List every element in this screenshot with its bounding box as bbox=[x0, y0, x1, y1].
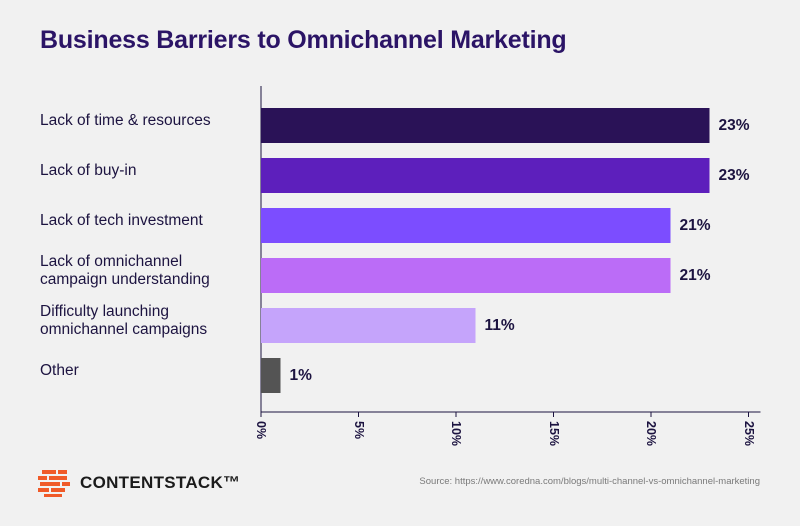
x-tick-label: 10% bbox=[449, 421, 463, 447]
bar bbox=[261, 358, 281, 393]
value-label: 21% bbox=[679, 216, 711, 234]
source-citation: Source: https://www.coredna.com/blogs/mu… bbox=[419, 476, 760, 487]
bar bbox=[261, 308, 476, 343]
value-label: 23% bbox=[718, 166, 750, 184]
x-tick-label: 20% bbox=[644, 421, 658, 447]
value-label: 1% bbox=[289, 366, 312, 384]
category-label: Lack of tech investment bbox=[40, 211, 203, 229]
logo-text: CONTENTSTACK™ bbox=[80, 473, 241, 492]
x-tick-label: 5% bbox=[351, 421, 366, 440]
chart-title: Business Barriers to Omnichannel Marketi… bbox=[40, 26, 567, 54]
value-label: 23% bbox=[718, 116, 750, 134]
bar bbox=[261, 108, 710, 143]
x-tick-label: 15% bbox=[546, 421, 561, 447]
x-tick-label: 25% bbox=[741, 421, 756, 447]
value-label: 11% bbox=[484, 316, 515, 334]
category-label: Other bbox=[40, 361, 79, 379]
category-label: Difficulty launching omnichannel campaig… bbox=[40, 302, 208, 338]
category-label: Lack of time & resources bbox=[40, 111, 211, 129]
bar-chart bbox=[260, 86, 761, 417]
bar bbox=[261, 258, 671, 293]
bar bbox=[261, 208, 671, 243]
value-label: 21% bbox=[679, 266, 711, 284]
x-tick-label: 0% bbox=[254, 421, 268, 440]
bar bbox=[261, 158, 710, 193]
contentstack-logo-icon bbox=[38, 470, 70, 497]
contentstack-logo: CONTENTSTACK™ bbox=[38, 468, 240, 498]
category-label: Lack of omnichannel campaign understandi… bbox=[40, 252, 210, 288]
category-label: Lack of buy-in bbox=[40, 161, 137, 179]
